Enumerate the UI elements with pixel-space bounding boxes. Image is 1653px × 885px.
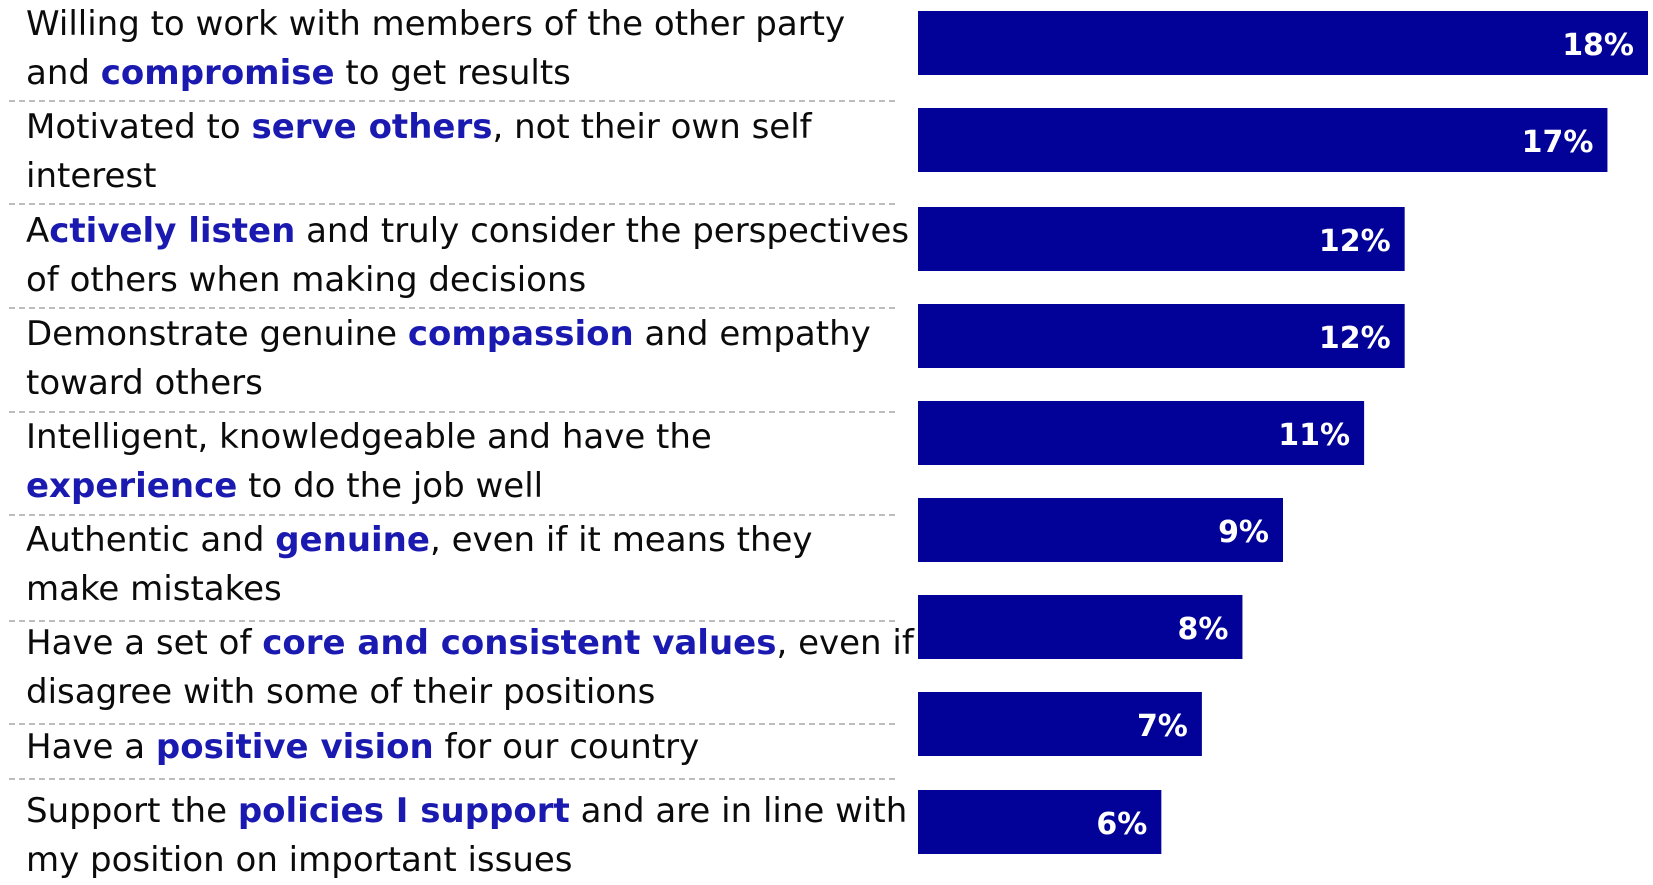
- label-text: to get results: [334, 53, 571, 93]
- category-label: Demonstrate genuine compassion and empat…: [26, 310, 906, 408]
- category-label-line: make mistakes: [26, 565, 906, 614]
- label-text: , not their own self: [492, 107, 812, 147]
- label-text: my position on important issues: [26, 840, 573, 880]
- label-text: Have a: [26, 727, 156, 767]
- category-label: Willing to work with members of the othe…: [26, 0, 906, 98]
- category-label-line: disagree with some of their positions: [26, 668, 906, 717]
- bar: [918, 692, 1202, 756]
- bar: [918, 304, 1405, 368]
- bar-value-label: 17%: [1522, 125, 1594, 160]
- label-text: and: [26, 53, 101, 93]
- label-text: for our country: [433, 727, 700, 767]
- label-text: Intelligent, knowledgeable and have the: [26, 417, 712, 457]
- bar-value-label: 18%: [1562, 28, 1634, 63]
- label-text: Demonstrate genuine: [26, 314, 408, 354]
- highlighted-keyword: serve others: [251, 107, 493, 147]
- label-text: A: [26, 211, 50, 251]
- bar: [918, 108, 1608, 172]
- category-label: Motivated to serve others, not their own…: [26, 103, 906, 201]
- label-text: make mistakes: [26, 569, 282, 609]
- bar: [918, 790, 1162, 854]
- category-label-line: Motivated to serve others, not their own…: [26, 103, 906, 152]
- label-text: to do the job well: [237, 466, 544, 506]
- highlighted-keyword: experience: [26, 466, 238, 506]
- category-label-line: Demonstrate genuine compassion and empat…: [26, 310, 906, 359]
- category-label-line: my position on important issues: [26, 836, 906, 885]
- bar: [918, 498, 1283, 562]
- label-text: , even if I: [776, 623, 935, 663]
- label-text: toward others: [26, 363, 263, 403]
- category-label: Intelligent, knowledgeable and have the e…: [26, 413, 906, 511]
- category-label-line: Willing to work with members of the othe…: [26, 0, 906, 49]
- bar-value-label: 11%: [1278, 418, 1350, 453]
- highlighted-keyword: compassion: [407, 314, 634, 354]
- highlighted-keyword: compromise: [100, 53, 335, 93]
- label-text: interest: [26, 156, 157, 196]
- label-text: Motivated to: [26, 107, 252, 147]
- category-label-line: toward others: [26, 359, 906, 408]
- bar-value-label: 8%: [1178, 612, 1229, 647]
- label-text: disagree with some of their positions: [26, 672, 656, 712]
- bar-value-label: 9%: [1218, 515, 1269, 550]
- bar-value-label: 12%: [1319, 321, 1391, 356]
- label-text: Authentic and: [26, 520, 276, 560]
- label-text: Have a set of: [26, 623, 263, 663]
- category-label: Have a set of core and consistent values…: [26, 619, 935, 717]
- category-label: Actively listen and truly consider the p…: [26, 207, 910, 305]
- category-label-line: and compromise to get results: [26, 49, 906, 98]
- label-text: and truly consider the perspectives: [295, 211, 910, 251]
- bar: [918, 595, 1243, 659]
- category-label-line: interest: [26, 152, 906, 201]
- bar-value-label: 12%: [1319, 224, 1391, 259]
- category-label-line: Have a set of core and consistent values…: [26, 619, 935, 668]
- category-label-line: Actively listen and truly consider the p…: [26, 207, 910, 256]
- bar: [918, 207, 1405, 271]
- category-label-line: Have a positive vision for our country: [26, 723, 906, 772]
- category-label-line: experience to do the job well: [26, 462, 906, 511]
- bar: [918, 401, 1365, 465]
- bar-value-label: 6%: [1096, 807, 1147, 842]
- label-text: and are in line with: [569, 791, 908, 831]
- label-text: and empathy: [633, 314, 871, 354]
- label-text: , even if it means they: [429, 520, 813, 560]
- bar: [918, 11, 1648, 75]
- category-label: Support the policies I support and are i…: [26, 787, 908, 885]
- category-labels: Willing to work with members of the othe…: [26, 0, 935, 880]
- category-label-line: Intelligent, knowledgeable and have the: [26, 413, 906, 462]
- bar-value-label: 7%: [1137, 709, 1188, 744]
- category-label-line: of others when making decisions: [26, 256, 906, 305]
- highlighted-keyword: policies I support: [237, 791, 570, 831]
- category-label: Have a positive vision for our country: [26, 723, 906, 772]
- category-label: Authentic and genuine, even if it means …: [26, 516, 906, 614]
- label-text: Support the: [26, 791, 238, 831]
- category-label-line: Authentic and genuine, even if it means …: [26, 516, 906, 565]
- highlighted-keyword: genuine: [275, 520, 430, 560]
- label-text: Willing to work with members of the othe…: [26, 4, 846, 44]
- category-label-line: Support the policies I support and are i…: [26, 787, 908, 836]
- highlighted-keyword: positive vision: [155, 727, 434, 767]
- highlighted-keyword: core and consistent values: [262, 623, 777, 663]
- label-text: of others when making decisions: [26, 260, 587, 300]
- highlighted-keyword: ctively listen: [49, 211, 296, 251]
